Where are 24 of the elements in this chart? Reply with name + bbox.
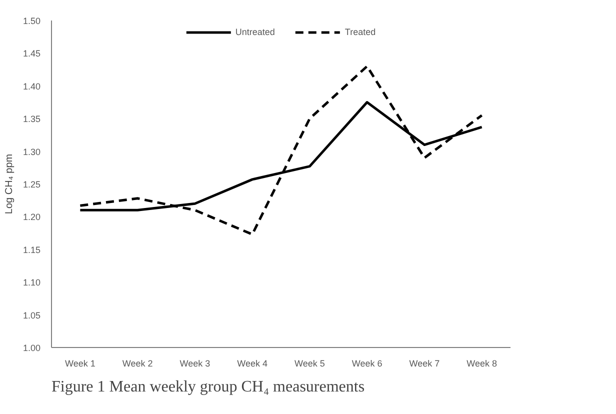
x-tick-label: Week 8 [466,358,497,368]
y-tick-label: 1.25 [22,180,41,190]
legend-label: Treated [344,27,376,37]
x-tick-label: Week 4 [237,358,268,368]
line-series [78,65,484,236]
caption: Figure 1 Mean weekly group CH₄ measurements [52,378,365,396]
y-tick-label: 1.40 [22,81,41,92]
x-tick-label: Week 7 [409,358,440,368]
x-tick-label: Week 2 [122,358,153,368]
x-tick-label: Week 6 [352,358,382,368]
y-tick-label: 1.35 [22,114,41,124]
y-tick-label: 1.15 [22,244,41,255]
y-tick-label: 1.20 [22,212,41,222]
y-tick-label: 1.45 [22,48,41,59]
x-tick-label: Week 1 [65,358,96,368]
y-tick-label: 1.30 [22,146,41,157]
y-tick-label: 1.10 [22,278,41,288]
y-axis-title: Log CH₄ ppm [4,154,15,214]
legend-label: Untreated [235,27,275,37]
y-tick-label: 1.50 [22,16,41,26]
y-tick-label: 1.05 [22,310,41,320]
y-tick-label: 1.00 [22,343,41,353]
x-tick-label: Week 5 [294,358,325,368]
x-tick-label: Week 3 [180,358,210,368]
